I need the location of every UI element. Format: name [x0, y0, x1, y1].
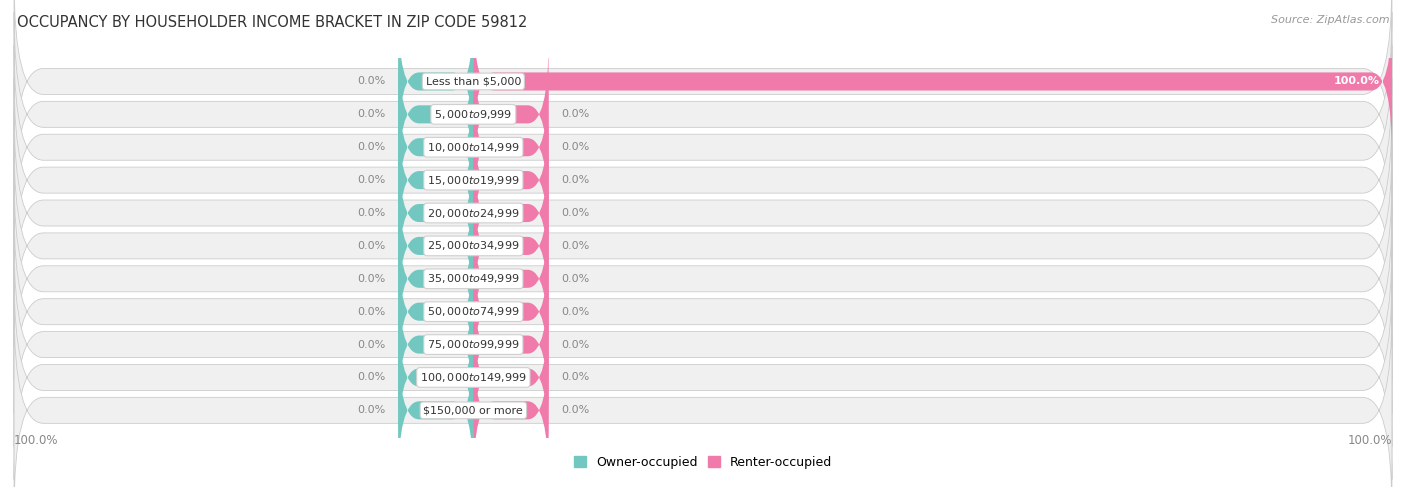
FancyBboxPatch shape	[398, 140, 474, 286]
FancyBboxPatch shape	[398, 271, 474, 418]
Text: 0.0%: 0.0%	[357, 208, 385, 218]
FancyBboxPatch shape	[14, 12, 1392, 216]
Text: 0.0%: 0.0%	[357, 110, 385, 119]
FancyBboxPatch shape	[398, 239, 474, 385]
FancyBboxPatch shape	[474, 206, 548, 352]
FancyBboxPatch shape	[14, 45, 1392, 249]
FancyBboxPatch shape	[14, 78, 1392, 282]
Text: 0.0%: 0.0%	[357, 76, 385, 87]
FancyBboxPatch shape	[14, 177, 1392, 381]
Text: $150,000 or more: $150,000 or more	[423, 405, 523, 415]
FancyBboxPatch shape	[474, 304, 548, 450]
FancyBboxPatch shape	[14, 111, 1392, 315]
Text: $75,000 to $99,999: $75,000 to $99,999	[427, 338, 520, 351]
Text: $5,000 to $9,999: $5,000 to $9,999	[434, 108, 513, 121]
Text: OCCUPANCY BY HOUSEHOLDER INCOME BRACKET IN ZIP CODE 59812: OCCUPANCY BY HOUSEHOLDER INCOME BRACKET …	[17, 15, 527, 30]
Text: 0.0%: 0.0%	[561, 373, 589, 382]
FancyBboxPatch shape	[474, 74, 548, 221]
FancyBboxPatch shape	[474, 107, 548, 253]
Text: 0.0%: 0.0%	[561, 175, 589, 185]
Text: 0.0%: 0.0%	[357, 241, 385, 251]
FancyBboxPatch shape	[474, 8, 1392, 155]
Text: 0.0%: 0.0%	[357, 339, 385, 350]
FancyBboxPatch shape	[14, 0, 1392, 184]
FancyBboxPatch shape	[398, 41, 474, 187]
Text: Less than $5,000: Less than $5,000	[426, 76, 522, 87]
Text: $10,000 to $14,999: $10,000 to $14,999	[427, 141, 520, 154]
Text: $25,000 to $34,999: $25,000 to $34,999	[427, 240, 520, 252]
Text: 0.0%: 0.0%	[357, 142, 385, 152]
Text: 100.0%: 100.0%	[1347, 434, 1392, 447]
FancyBboxPatch shape	[14, 144, 1392, 348]
Text: 0.0%: 0.0%	[561, 241, 589, 251]
FancyBboxPatch shape	[14, 308, 1392, 487]
Text: 0.0%: 0.0%	[357, 274, 385, 284]
Text: $100,000 to $149,999: $100,000 to $149,999	[420, 371, 527, 384]
Text: 0.0%: 0.0%	[561, 307, 589, 317]
Text: $20,000 to $24,999: $20,000 to $24,999	[427, 206, 520, 220]
FancyBboxPatch shape	[474, 173, 548, 319]
Text: 0.0%: 0.0%	[561, 339, 589, 350]
Text: $15,000 to $19,999: $15,000 to $19,999	[427, 174, 520, 187]
FancyBboxPatch shape	[474, 337, 548, 484]
Text: 0.0%: 0.0%	[357, 373, 385, 382]
FancyBboxPatch shape	[14, 209, 1392, 414]
FancyBboxPatch shape	[398, 337, 474, 484]
Text: 0.0%: 0.0%	[357, 405, 385, 415]
Text: Source: ZipAtlas.com: Source: ZipAtlas.com	[1271, 15, 1389, 25]
FancyBboxPatch shape	[474, 41, 548, 187]
Text: $35,000 to $49,999: $35,000 to $49,999	[427, 272, 520, 285]
Text: 100.0%: 100.0%	[1333, 76, 1379, 87]
Text: $50,000 to $74,999: $50,000 to $74,999	[427, 305, 520, 318]
FancyBboxPatch shape	[398, 206, 474, 352]
FancyBboxPatch shape	[398, 8, 474, 155]
FancyBboxPatch shape	[474, 271, 548, 418]
Text: 0.0%: 0.0%	[561, 274, 589, 284]
FancyBboxPatch shape	[14, 275, 1392, 480]
Text: 0.0%: 0.0%	[357, 307, 385, 317]
FancyBboxPatch shape	[398, 74, 474, 221]
FancyBboxPatch shape	[14, 243, 1392, 447]
Text: 0.0%: 0.0%	[561, 142, 589, 152]
Legend: Owner-occupied, Renter-occupied: Owner-occupied, Renter-occupied	[568, 451, 838, 474]
FancyBboxPatch shape	[398, 173, 474, 319]
FancyBboxPatch shape	[398, 304, 474, 450]
FancyBboxPatch shape	[398, 107, 474, 253]
Text: 0.0%: 0.0%	[561, 405, 589, 415]
FancyBboxPatch shape	[474, 239, 548, 385]
Text: 0.0%: 0.0%	[561, 208, 589, 218]
Text: 0.0%: 0.0%	[357, 175, 385, 185]
Text: 100.0%: 100.0%	[14, 434, 59, 447]
Text: 0.0%: 0.0%	[561, 110, 589, 119]
FancyBboxPatch shape	[474, 140, 548, 286]
